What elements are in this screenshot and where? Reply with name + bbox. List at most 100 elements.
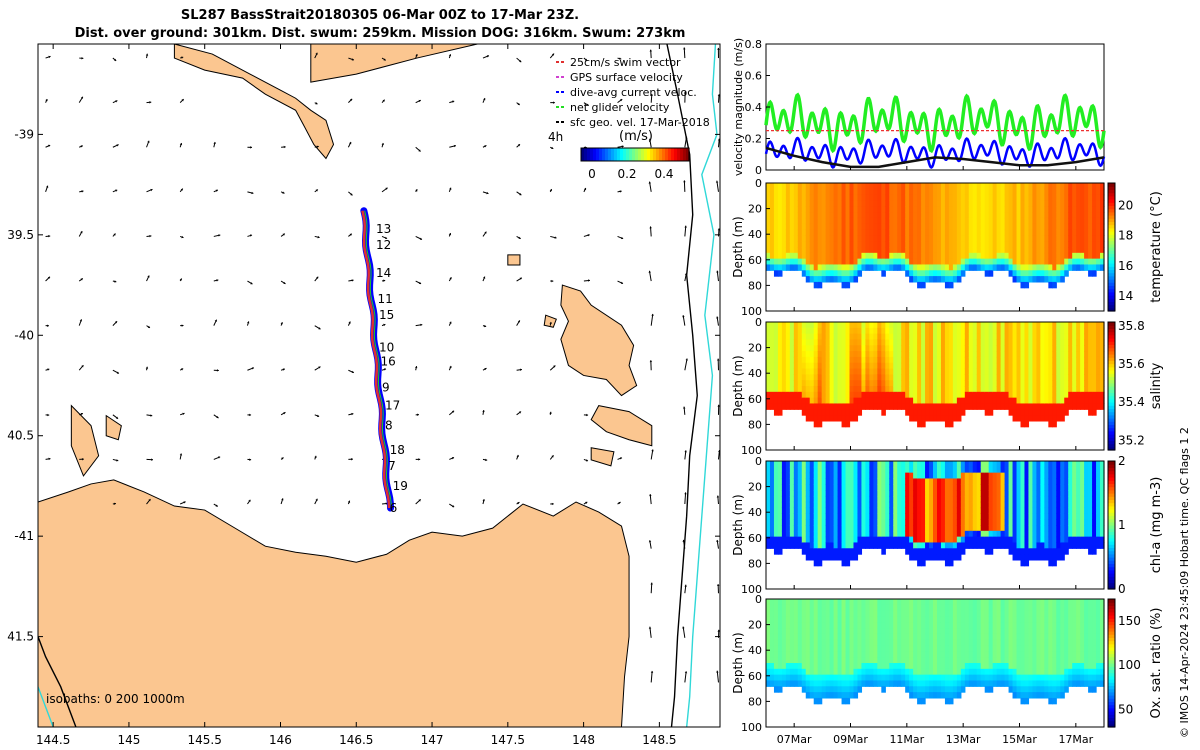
profile-cell <box>1024 466 1030 474</box>
profile-cell <box>1016 333 1022 341</box>
geostrophic-velocity-arrows <box>45 47 720 683</box>
profile-cell <box>984 258 990 266</box>
profile-cell <box>805 212 811 219</box>
profile-cell <box>1020 397 1026 405</box>
profile-cell <box>905 391 910 399</box>
velocity-arrowhead <box>519 368 522 371</box>
profile-cell <box>1004 501 1010 509</box>
profile-cell <box>861 397 867 405</box>
velocity-arrowhead <box>683 91 687 94</box>
profile-colorbar-cell <box>1108 521 1115 526</box>
profile-cell <box>813 270 819 277</box>
profile-cell <box>1084 194 1089 202</box>
profile-cell <box>1048 461 1053 468</box>
profile-cell <box>1012 472 1018 480</box>
profile-cell <box>1044 351 1049 358</box>
profile-cell <box>1064 397 1069 405</box>
profile-cell <box>1004 206 1010 213</box>
profile-cell <box>1044 554 1049 561</box>
profile-cell <box>1024 333 1030 341</box>
profile-cell <box>1064 484 1069 491</box>
colorbar-cell <box>662 148 666 161</box>
profile-cell <box>881 519 886 526</box>
profile-cell <box>1084 536 1089 544</box>
profile-cell <box>1056 247 1061 254</box>
profile-colorbar-cell <box>1108 195 1115 200</box>
profile-cell <box>897 525 902 532</box>
profile-cell <box>885 397 890 405</box>
profile-cell <box>885 351 890 358</box>
profile-cell <box>909 200 914 207</box>
profile-cell <box>769 622 775 629</box>
profile-cell <box>968 530 974 538</box>
profile-cell <box>889 327 894 335</box>
profile-cell <box>1036 397 1041 405</box>
profile-cell <box>1000 472 1006 480</box>
profile-cell <box>773 247 779 254</box>
profile-cell <box>1032 525 1037 532</box>
profile-cell <box>980 264 986 271</box>
profile-cell <box>769 252 775 260</box>
profile-cell <box>869 386 874 393</box>
profile-cell <box>893 264 898 271</box>
profile-cell <box>773 530 779 538</box>
profile-cell <box>905 200 910 207</box>
profile-cell <box>1068 542 1073 549</box>
profile-cell <box>936 345 942 352</box>
profile-cell <box>801 380 807 387</box>
profile-cell <box>841 403 847 410</box>
profile-cell <box>789 258 795 266</box>
profile-cell <box>821 229 827 236</box>
velocity-arrowhead <box>517 320 520 323</box>
colorbar-cell <box>599 148 603 161</box>
profile-cell <box>960 356 966 364</box>
profile-cell <box>805 472 811 480</box>
profile-cell <box>1008 536 1014 544</box>
profile-cell <box>813 391 819 399</box>
velocity-arrowhead <box>684 671 688 674</box>
profile-cell <box>889 188 894 196</box>
profile-cell <box>865 386 870 393</box>
profile-cell <box>841 507 847 514</box>
profile-cell <box>769 507 775 514</box>
profile-cell <box>1000 495 1006 503</box>
profile-cell <box>964 472 970 480</box>
profile-cell <box>897 229 902 236</box>
profile-cell <box>921 345 926 352</box>
profile-cell <box>781 501 787 509</box>
profile-cell <box>897 513 902 520</box>
profile-cell <box>841 241 847 248</box>
profile-cell <box>865 478 870 485</box>
profile-cell <box>1008 270 1014 277</box>
profile-cell <box>861 536 867 544</box>
profile-cell <box>944 200 950 207</box>
profile-cell <box>1052 409 1057 416</box>
profile-cell <box>841 542 847 549</box>
profile-cell <box>968 345 974 352</box>
profile-cell <box>766 264 771 271</box>
profile-cell <box>781 188 787 196</box>
profile-cell <box>1032 403 1037 410</box>
profile-cell <box>1056 374 1061 381</box>
profile-cell <box>901 380 906 387</box>
profile-cell <box>873 241 878 248</box>
profile-cell <box>964 368 970 375</box>
profile-cell <box>769 391 775 399</box>
profile-cell <box>1064 351 1069 358</box>
profile-cell <box>881 548 886 555</box>
profile-cell <box>877 513 882 520</box>
profile-cell <box>809 501 815 509</box>
profile-cell <box>873 188 878 196</box>
profile-cell <box>1012 345 1018 352</box>
profile-cell <box>1080 484 1085 491</box>
profile-cell <box>766 200 771 207</box>
profile-cell <box>1036 235 1041 242</box>
profile-cell <box>1088 333 1093 341</box>
profile-cell <box>857 397 863 405</box>
profile-cell <box>1096 252 1101 260</box>
profile-cell <box>809 339 815 346</box>
profile-cell <box>984 270 990 277</box>
profile-cell <box>1088 200 1093 207</box>
profile-cell <box>976 397 982 405</box>
profile-cell <box>925 345 930 352</box>
